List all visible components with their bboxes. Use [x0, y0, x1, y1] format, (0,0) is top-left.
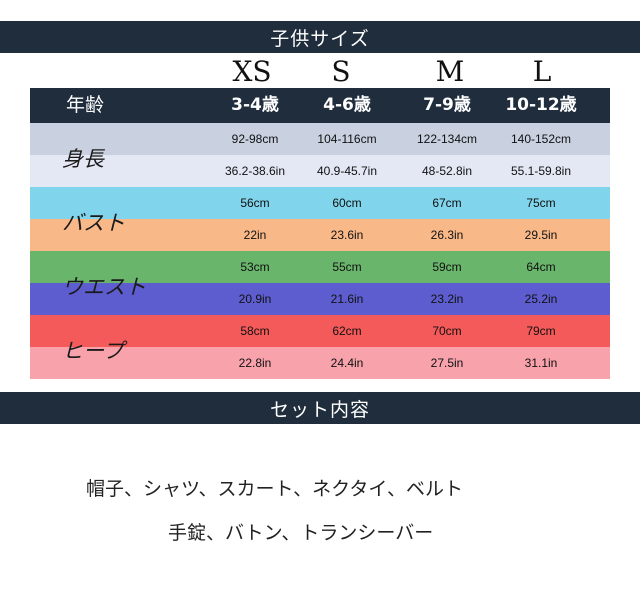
set-items-line: 手錠、バトン、トランシーバー — [168, 522, 434, 544]
table-cell: 21.6in — [330, 292, 364, 306]
category-label: バスト — [62, 211, 125, 235]
table-cell: 75cm — [526, 196, 556, 210]
table-cell: 40.9-45.7in — [316, 164, 378, 178]
table-cell: 24.4in — [330, 356, 364, 370]
table-cell: 27.5in — [430, 356, 464, 370]
size-table: 年齢 3-4歳 4-6歳 7-9歳 10-12歳 92-98cm 104-116c… — [30, 88, 610, 379]
table-cell: 36.2-38.6in — [224, 164, 286, 178]
table-row: 22.8in 24.4in 27.5in 31.1in — [30, 347, 610, 379]
size-banner-title: 子供サイズ — [270, 27, 370, 50]
table-cell: 29.5in — [524, 228, 558, 242]
table-cell: 26.3in — [430, 228, 464, 242]
age-header-cell: 10-12歳 — [505, 95, 577, 115]
set-banner-title: セット内容 — [269, 398, 370, 421]
table-row: 20.9in 21.6in 23.2in 25.2in — [30, 283, 610, 315]
table-cell: 31.1in — [524, 356, 558, 370]
table-row: 92-98cm 104-116cm 122-134cm 140-152cm — [30, 123, 610, 155]
table-cell: 62cm — [332, 324, 362, 338]
age-header-label: 年齢 — [66, 94, 105, 116]
set-banner: セット内容 — [0, 392, 640, 424]
table-cell: 70cm — [432, 324, 462, 338]
table-cell: 92-98cm — [231, 132, 279, 146]
table-cell: 104-116cm — [317, 132, 377, 146]
category-label: ヒープ — [62, 339, 124, 363]
table-row: 53cm 55cm 59cm 64cm — [30, 251, 610, 283]
table-cell: 56cm — [240, 196, 270, 210]
table-cell: 25.2in — [524, 292, 558, 306]
set-items-line: 帽子、シャツ、スカート、ネクタイ、ベルト — [86, 478, 463, 500]
table-cell: 48-52.8in — [421, 164, 473, 178]
table-cell: 23.6in — [330, 228, 364, 242]
age-header-cell: 7-9歳 — [423, 95, 471, 115]
table-cell: 22.8in — [238, 356, 272, 370]
table-cell: 67cm — [432, 196, 462, 210]
table-cell: 140-152cm — [510, 132, 572, 146]
table-header: 年齢 3-4歳 4-6歳 7-9歳 10-12歳 — [30, 88, 610, 123]
table-row: 56cm 60cm 67cm 75cm — [30, 187, 610, 219]
table-cell: 59cm — [432, 260, 462, 274]
table-cell: 22in — [243, 228, 267, 242]
table-cell: 60cm — [332, 196, 362, 210]
table-cell: 55.1-59.8in — [510, 164, 572, 178]
table-row: 58cm 62cm 70cm 79cm — [30, 315, 610, 347]
size-label-l: L — [532, 55, 552, 88]
category-label: ウエスト — [62, 275, 146, 299]
table-cell: 53cm — [240, 260, 270, 274]
size-banner: 子供サイズ — [0, 21, 640, 53]
table-cell: 58cm — [240, 324, 270, 338]
table-cell: 55cm — [332, 260, 362, 274]
size-label-s: S — [331, 55, 351, 88]
size-label-m: M — [435, 55, 465, 88]
table-row: 22in 23.6in 26.3in 29.5in — [30, 219, 610, 251]
table-cell: 64cm — [526, 260, 556, 274]
table-cell: 23.2in — [430, 292, 464, 306]
table-cell: 20.9in — [238, 292, 272, 306]
category-label: 身長 — [62, 147, 104, 171]
age-header-cell: 4-6歳 — [323, 95, 371, 115]
table-cell: 122-134cm — [416, 132, 478, 146]
table-cell: 79cm — [526, 324, 556, 338]
table-row: 36.2-38.6in 40.9-45.7in 48-52.8in 55.1-59.8… — [30, 155, 610, 187]
age-header-cell: 3-4歳 — [231, 95, 279, 115]
size-label-xs: XS — [232, 55, 272, 88]
